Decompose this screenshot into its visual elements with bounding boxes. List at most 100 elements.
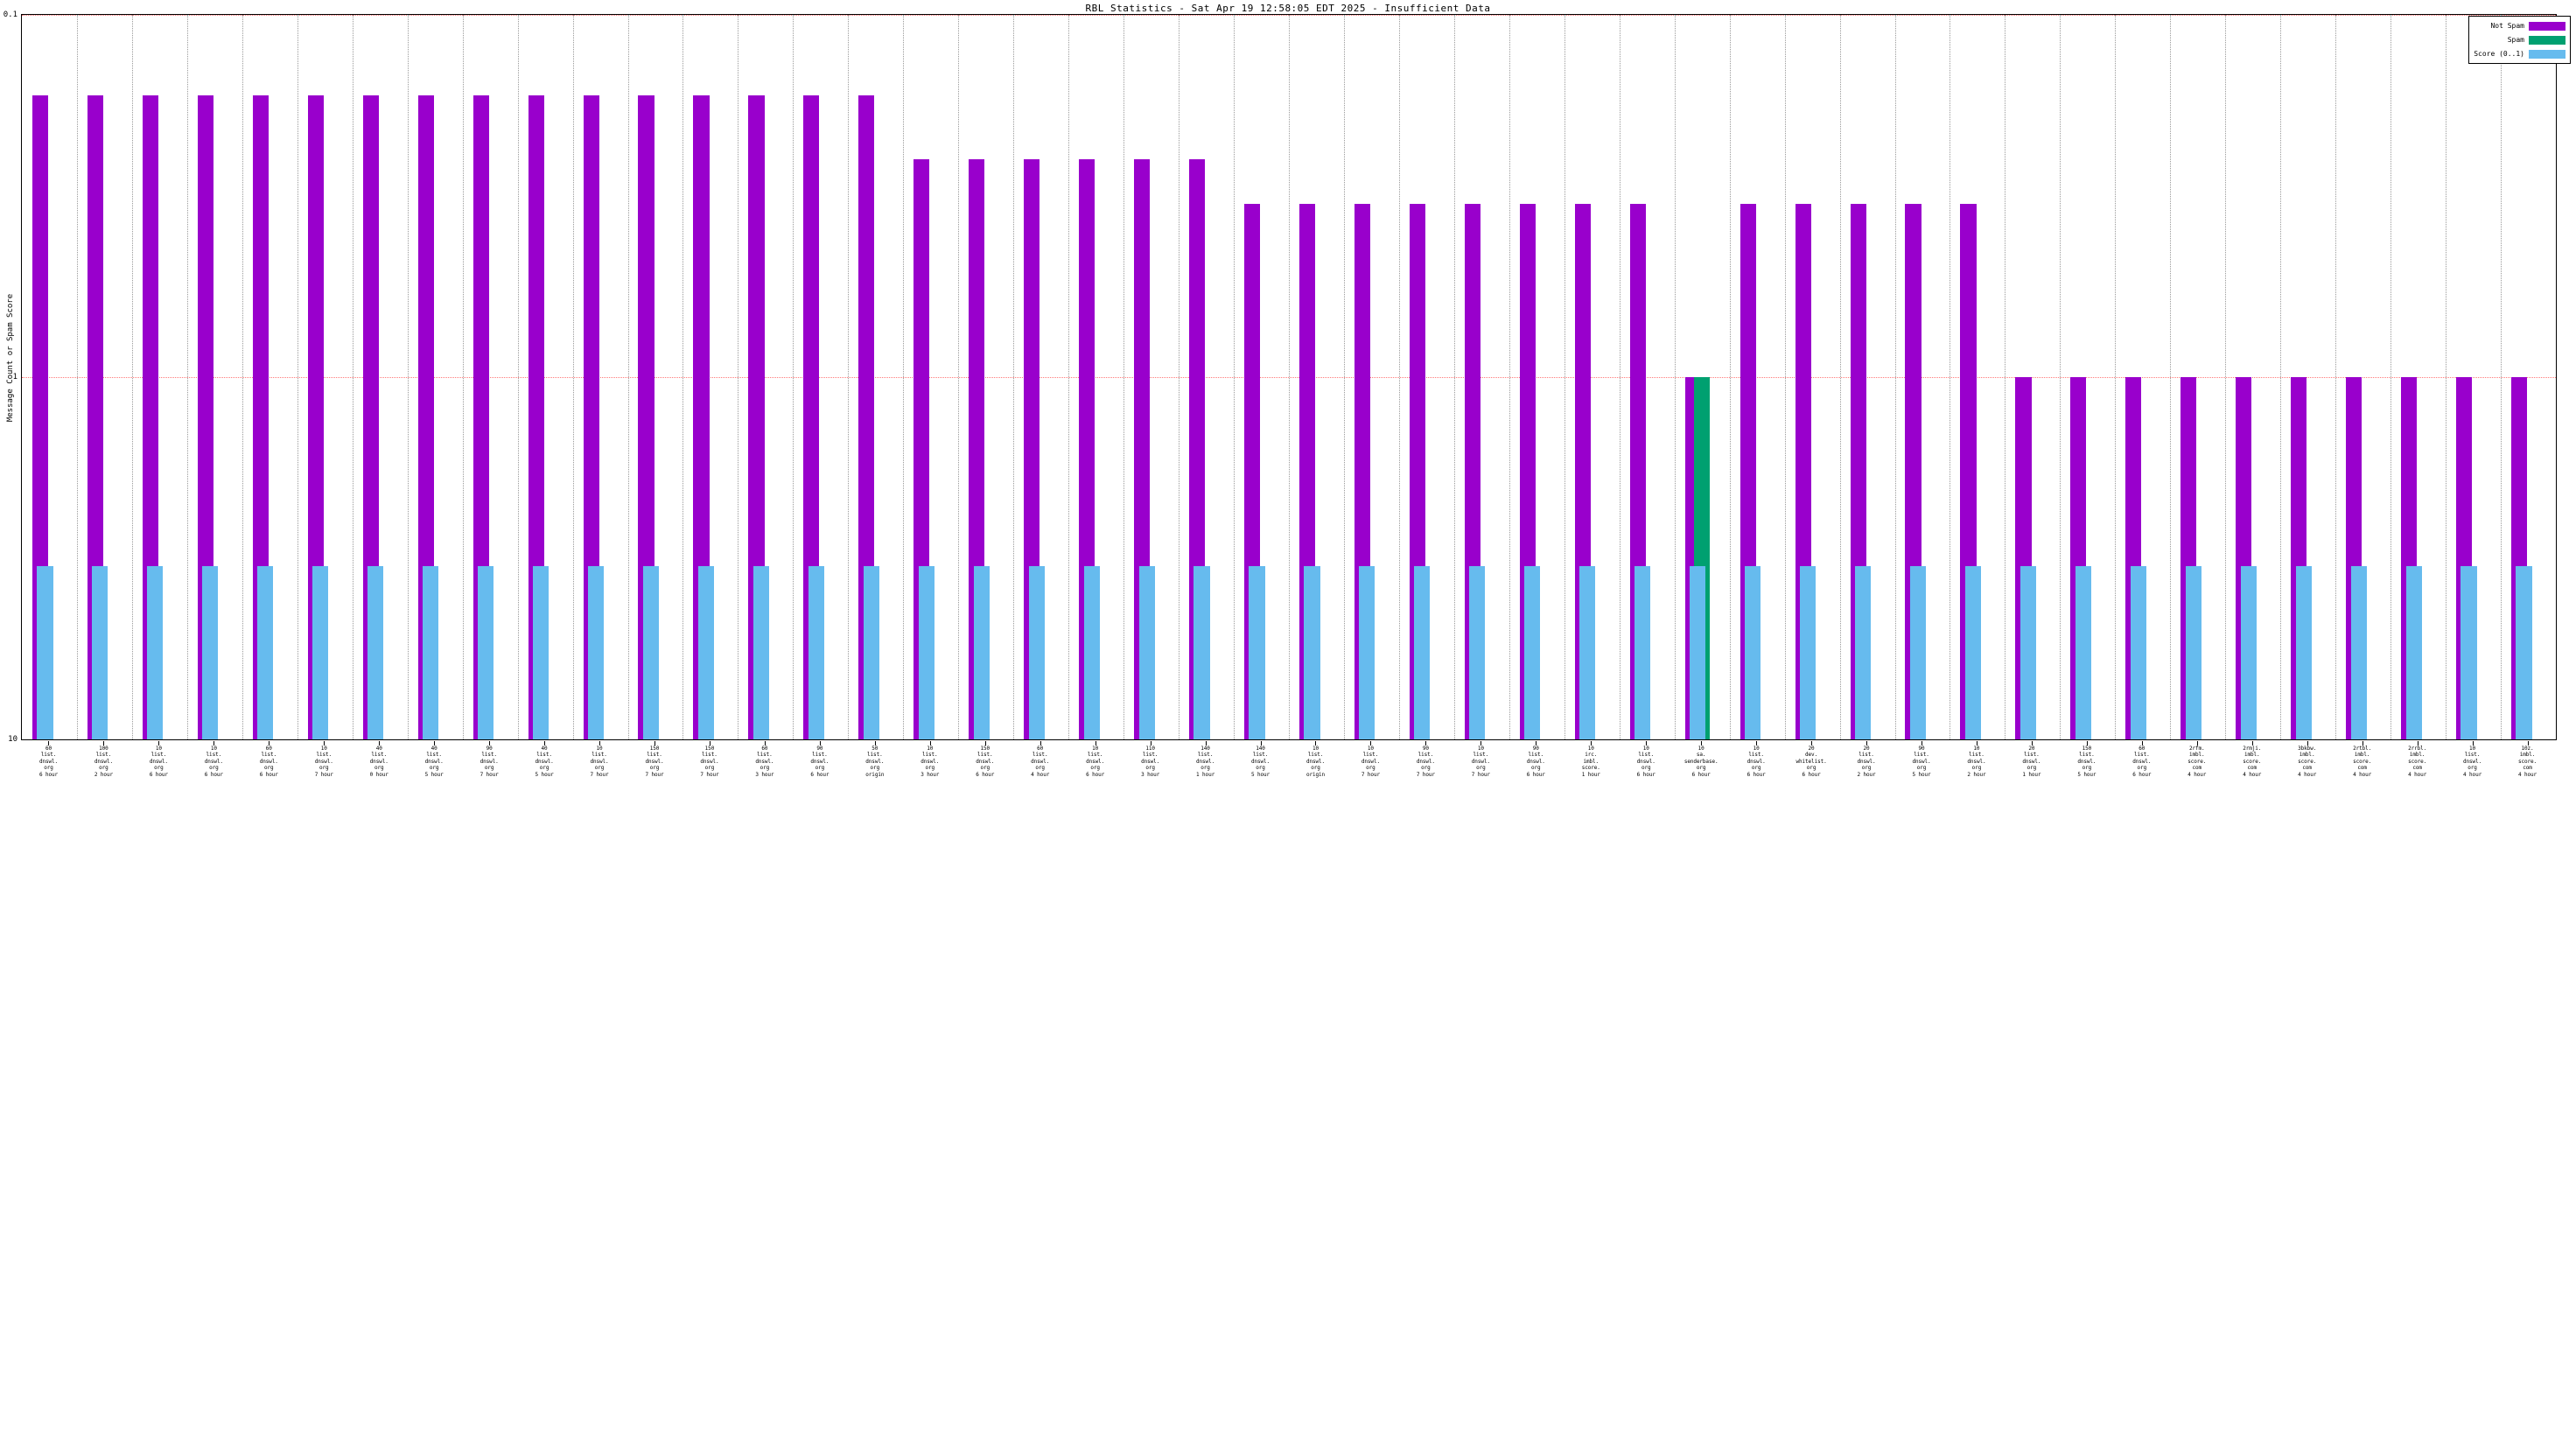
bar-score-0-1[interactable]: [1028, 566, 1045, 739]
bar-score-0-1[interactable]: [642, 566, 660, 739]
bar-score-0-1[interactable]: [1083, 566, 1100, 739]
bar-score-0-1[interactable]: [752, 566, 769, 739]
bar-group[interactable]: [2401, 15, 2435, 739]
bar-group[interactable]: [1134, 15, 1168, 739]
bar-score-0-1[interactable]: [2295, 566, 2312, 739]
bar-group[interactable]: [32, 15, 66, 739]
bar-score-0-1[interactable]: [1194, 566, 1210, 739]
bar-group[interactable]: [2236, 15, 2270, 739]
bar-score-0-1[interactable]: [2185, 566, 2202, 739]
bar-score-0-1[interactable]: [1964, 566, 1982, 739]
x-gridline: [628, 15, 629, 739]
bar-group[interactable]: [2456, 15, 2490, 739]
bar-score-0-1[interactable]: [1800, 566, 1816, 739]
bar-score-0-1[interactable]: [312, 566, 329, 739]
bar-group[interactable]: [1464, 15, 1499, 739]
bar-score-0-1[interactable]: [1909, 566, 1927, 739]
bar-group[interactable]: [417, 15, 452, 739]
bar-group[interactable]: [1298, 15, 1334, 739]
bar-score-0-1[interactable]: [478, 566, 494, 739]
bar-group[interactable]: [1409, 15, 1444, 739]
bar-score-0-1[interactable]: [918, 566, 934, 739]
bar-group[interactable]: [472, 15, 508, 739]
bar-group[interactable]: [1024, 15, 1058, 739]
legend-item[interactable]: Score (0..1): [2474, 48, 2566, 60]
bar-score-0-1[interactable]: [1690, 566, 1706, 739]
bar-group[interactable]: [528, 15, 563, 739]
bar-group[interactable]: [638, 15, 672, 739]
bar-score-0-1[interactable]: [1524, 566, 1541, 739]
bar-group[interactable]: [362, 15, 397, 739]
bar-group[interactable]: [748, 15, 782, 739]
bar-score-0-1[interactable]: [2516, 566, 2532, 739]
bar-group[interactable]: [1684, 15, 1719, 739]
bar-group[interactable]: [197, 15, 232, 739]
bar-score-0-1[interactable]: [1414, 566, 1431, 739]
bar-group[interactable]: [87, 15, 122, 739]
bar-group[interactable]: [2511, 15, 2545, 739]
bar-score-0-1[interactable]: [37, 566, 53, 739]
x-gridline: [2225, 15, 2226, 739]
bar-group[interactable]: [2070, 15, 2104, 739]
bar-score-0-1[interactable]: [2350, 566, 2367, 739]
x-axis-labels: 60 list. dnswl. org 6 hour 100 list. dnswl. org 2…: [21, 741, 2557, 816]
bar-group[interactable]: [1574, 15, 1609, 739]
bar-score-0-1[interactable]: [1249, 566, 1265, 739]
bar-score-0-1[interactable]: [1854, 566, 1872, 739]
bar-group[interactable]: [1905, 15, 1939, 739]
bar-score-0-1[interactable]: [1579, 566, 1596, 739]
x-tick-mark: [1591, 741, 1592, 746]
bar-group[interactable]: [914, 15, 948, 739]
bar-group[interactable]: [583, 15, 618, 739]
bar-group[interactable]: [2125, 15, 2160, 739]
bar-group[interactable]: [307, 15, 342, 739]
bar-score-0-1[interactable]: [1359, 566, 1376, 739]
bar-score-0-1[interactable]: [1138, 566, 1155, 739]
x-tick-label: 10 sa. senderbase. org 6 hour: [1684, 746, 1718, 778]
bar-group[interactable]: [693, 15, 727, 739]
bar-score-0-1[interactable]: [533, 566, 550, 739]
bar-group[interactable]: [2291, 15, 2325, 739]
bar-group[interactable]: [1244, 15, 1278, 739]
bar-score-0-1[interactable]: [2460, 566, 2477, 739]
bar-score-0-1[interactable]: [202, 566, 219, 739]
bar-group[interactable]: [1960, 15, 1994, 739]
legend-item[interactable]: Not Spam: [2474, 20, 2566, 32]
bar-score-0-1[interactable]: [2020, 566, 2036, 739]
bar-group[interactable]: [2015, 15, 2049, 739]
legend-item[interactable]: Spam: [2474, 34, 2566, 46]
bar-group[interactable]: [1629, 15, 1664, 739]
bar-score-0-1[interactable]: [1634, 566, 1651, 739]
bar-group[interactable]: [252, 15, 287, 739]
bar-score-0-1[interactable]: [257, 566, 274, 739]
bar-score-0-1[interactable]: [697, 566, 715, 739]
bar-group[interactable]: [1189, 15, 1223, 739]
bar-group[interactable]: [1740, 15, 1774, 739]
bar-score-0-1[interactable]: [147, 566, 164, 739]
bar-score-0-1[interactable]: [808, 566, 824, 739]
bar-score-0-1[interactable]: [92, 566, 108, 739]
bar-group[interactable]: [1850, 15, 1885, 739]
bar-score-0-1[interactable]: [1304, 566, 1320, 739]
bar-group[interactable]: [1079, 15, 1113, 739]
bar-score-0-1[interactable]: [368, 566, 384, 739]
bar-group[interactable]: [142, 15, 177, 739]
bar-score-0-1[interactable]: [1745, 566, 1761, 739]
bar-score-0-1[interactable]: [1469, 566, 1486, 739]
bar-score-0-1[interactable]: [587, 566, 605, 739]
bar-group[interactable]: [1795, 15, 1830, 739]
bar-score-0-1[interactable]: [863, 566, 879, 739]
bar-group[interactable]: [1354, 15, 1389, 739]
bar-score-0-1[interactable]: [2075, 566, 2091, 739]
bar-score-0-1[interactable]: [2240, 566, 2257, 739]
bar-group[interactable]: [858, 15, 892, 739]
bar-score-0-1[interactable]: [2405, 566, 2422, 739]
bar-score-0-1[interactable]: [973, 566, 990, 739]
bar-score-0-1[interactable]: [423, 566, 439, 739]
bar-group[interactable]: [969, 15, 1003, 739]
bar-group[interactable]: [1519, 15, 1554, 739]
bar-group[interactable]: [803, 15, 837, 739]
bar-group[interactable]: [2180, 15, 2215, 739]
bar-score-0-1[interactable]: [2130, 566, 2146, 739]
bar-group[interactable]: [2346, 15, 2380, 739]
